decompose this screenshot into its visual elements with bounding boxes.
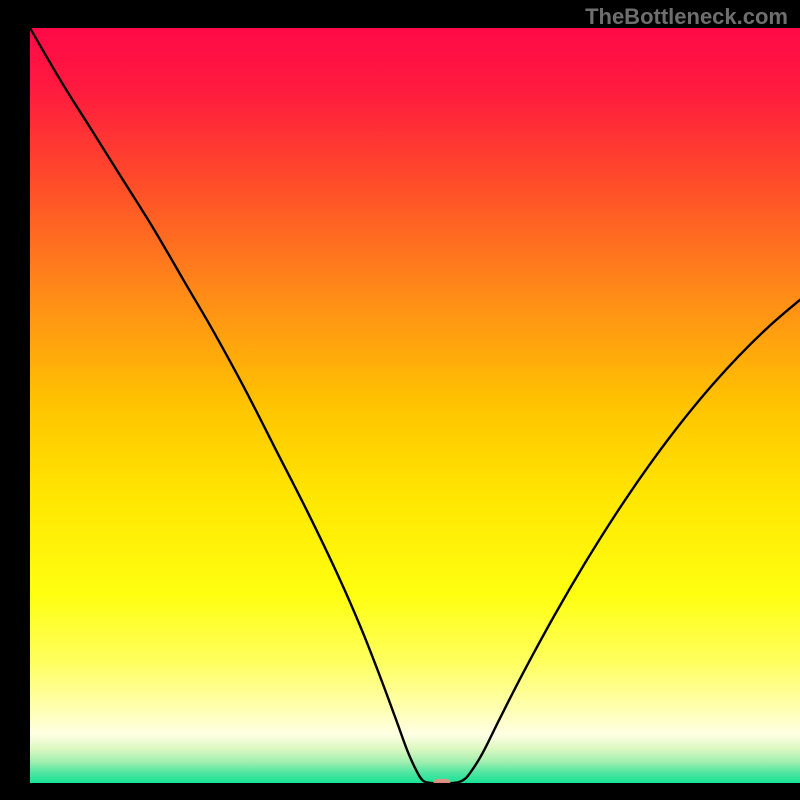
optimum-marker <box>433 779 450 783</box>
chart-stage: TheBottleneck.com <box>0 0 800 800</box>
watermark-label: TheBottleneck.com <box>585 4 788 30</box>
plot-area <box>30 28 800 783</box>
gradient-background <box>30 28 800 783</box>
plot-svg <box>30 28 800 783</box>
